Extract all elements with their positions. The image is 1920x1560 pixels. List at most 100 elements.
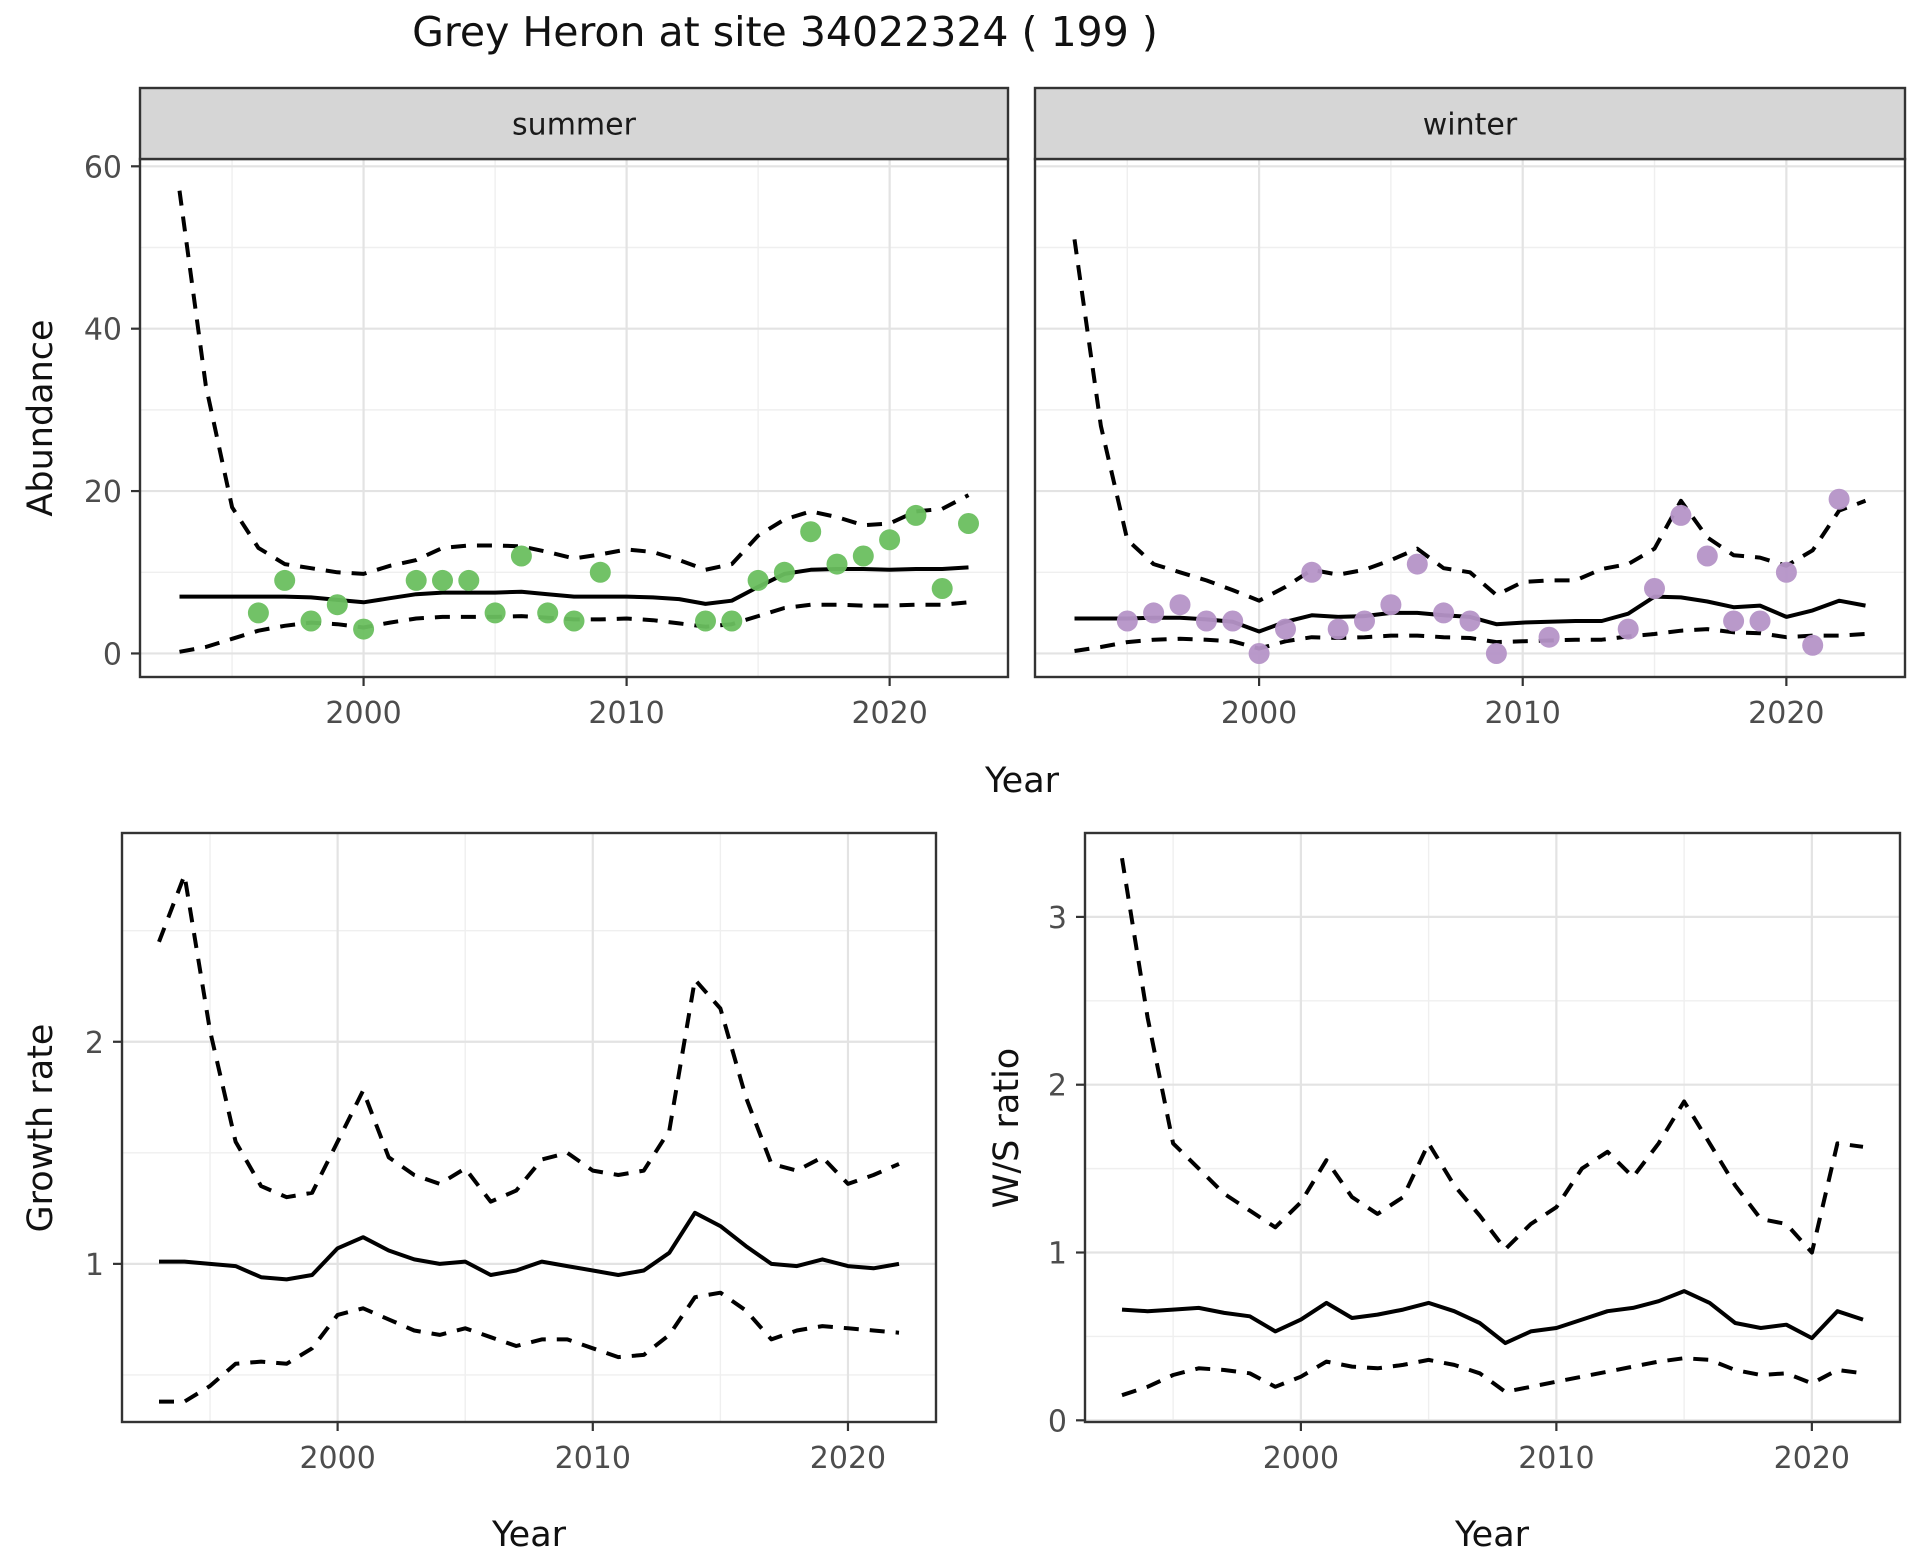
data-point [1301,561,1323,583]
data-point [1275,618,1296,640]
year-axis-label-top: Year [984,761,1060,801]
panel-background [1085,833,1900,1422]
data-point [931,578,953,599]
facet-strip [1033,86,1907,161]
y-tick-label: 2 [85,1026,104,1061]
series-upper_ci [1120,857,1864,1255]
data-point [1696,545,1718,567]
data-point [1670,504,1692,526]
data-point [1802,634,1824,656]
y-tick-label: 0 [103,637,122,672]
data-point [1723,610,1745,632]
series-fit [1121,1289,1864,1346]
ws-ratio-axis-label: W/S ratio [987,1048,1027,1208]
data-point [1354,610,1375,632]
x-tick-label: 2020 [810,1441,886,1476]
data-point [484,602,506,624]
abundance-axis-label: Abundance [21,319,61,516]
y-tick-label: 40 [84,313,122,348]
facet-strip [138,86,1010,161]
data-point [958,513,979,534]
data-point [1195,610,1217,632]
y-tick-label: 1 [85,1248,104,1283]
data-point [879,529,901,551]
chart-title: Grey Heron at site 34022324 ( 199 ) [412,8,1158,56]
data-point [1775,561,1797,583]
panel-summer: summer 2000 2010 2020 0 20 40 60 [84,86,1010,731]
data-point [300,610,322,632]
x-tick-label: 2000 [1263,1441,1339,1476]
x-tick-label: 2000 [299,1441,375,1476]
y-tick-label: 2 [1048,1069,1067,1104]
x-tick-label: 2000 [325,696,401,731]
data-point [274,569,296,591]
panel-background [1035,159,1905,677]
data-point [1485,643,1507,664]
data-point [1749,610,1771,632]
data-point [510,545,532,567]
x-tick-label: 2020 [1774,1441,1850,1476]
data-point [1116,610,1138,632]
data-point [1538,626,1560,648]
data-point [1617,618,1639,640]
panel-winter: winter 2000 2010 2020 [1033,86,1907,731]
data-point [1459,610,1481,632]
facet-strip-label: winter [1423,108,1518,143]
x-tick-label: 2010 [1485,696,1561,731]
data-point [747,569,769,591]
panel-background [122,833,936,1422]
data-point [458,569,480,591]
data-point [247,602,269,624]
x-tick-label: 2010 [555,1441,631,1476]
data-point [1222,610,1244,632]
year-axis-label-bottom-right: Year [1454,1515,1530,1555]
data-point [1327,618,1349,640]
y-tick-label: 60 [84,150,122,185]
series-lower_ci [1121,1356,1864,1398]
data-point [537,602,559,624]
panel-background [140,159,1008,677]
data-point [1248,643,1270,664]
y-tick-label: 20 [84,475,122,510]
data-point [432,569,453,591]
x-tick-label: 2020 [1748,696,1824,731]
data-point [826,553,848,575]
growth-rate-axis-label: Growth rate [21,1024,61,1233]
y-tick-label: 1 [1048,1237,1067,1272]
series-upper_ci [177,190,970,576]
data-point [326,594,348,616]
data-point [1644,578,1665,599]
data-point [721,610,743,632]
series-upper_ci [157,873,900,1204]
panel-border [1083,831,1902,1424]
panel-border [120,831,938,1424]
series-lower_ci [159,1290,900,1404]
data-point [773,561,795,583]
data-point [1828,488,1850,510]
x-tick-label: 2010 [588,696,664,731]
x-tick-label: 2000 [1221,696,1297,731]
facet-strip-label: summer [512,108,637,143]
data-point [563,610,585,632]
panel-growth: 2000 2010 2020 1 2 [85,831,938,1476]
data-point [852,545,874,567]
data-point [695,610,716,632]
series-upper_ci [1072,239,1867,603]
series-lower_ci [1074,627,1866,653]
data-point [405,569,427,591]
data-point [1143,602,1165,624]
data-point [353,618,375,640]
panel-ws: 2000 2010 2020 0 1 2 3 [1048,831,1902,1476]
data-point [1169,594,1191,616]
data-point [1380,594,1402,616]
data-point [800,521,822,543]
data-point [1433,602,1455,624]
data-point [589,561,611,583]
y-tick-label: 0 [1048,1404,1067,1439]
data-point [1406,553,1428,575]
year-axis-label-bottom-left: Year [491,1515,567,1555]
x-tick-label: 2020 [851,696,927,731]
data-point [905,504,927,526]
